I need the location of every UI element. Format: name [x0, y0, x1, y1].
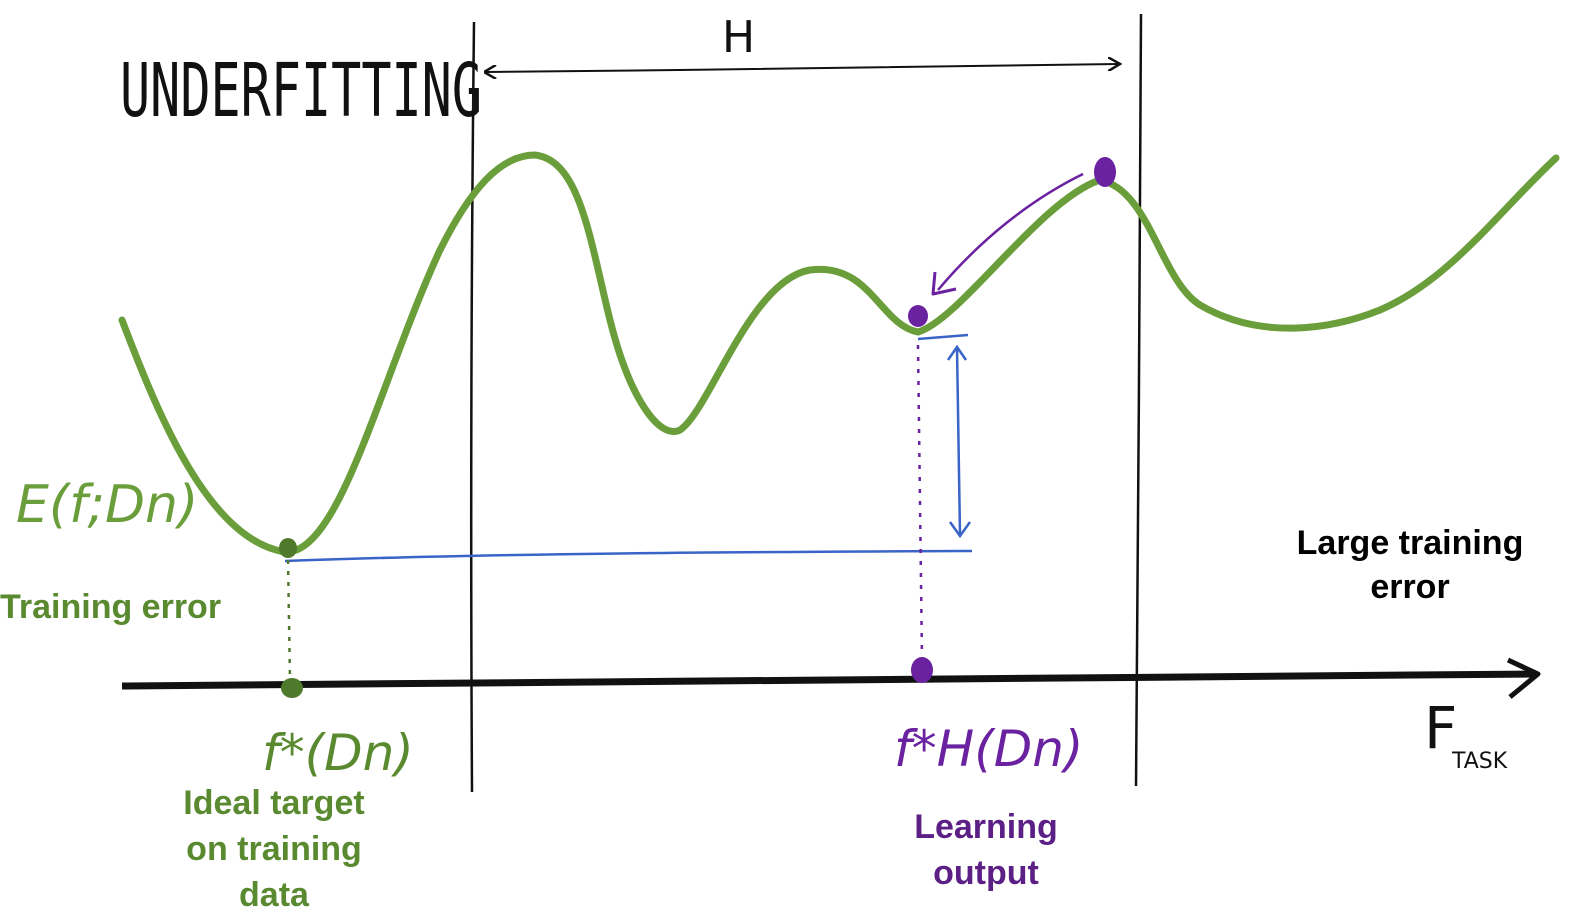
x-axis [121, 670, 1536, 690]
large-training-error-label-line1: Large training [1297, 524, 1524, 562]
error-gap-arrow [955, 347, 962, 536]
ideal-target-label-line2: on training [186, 830, 362, 868]
learning-output-drop-line [916, 344, 924, 661]
training-error-curve [118, 151, 1560, 556]
descent-arrow [937, 172, 1084, 291]
ideal-target-curve-point [279, 538, 297, 558]
error-gap-arrow-top [946, 344, 968, 361]
hypothesis-space-label: H [722, 12, 755, 63]
x-axis-arrowhead [1506, 657, 1541, 699]
learning-output-symbol: f*H(Dn) [894, 720, 1083, 778]
error-gap-arrow-bottom [948, 521, 972, 539]
page-title: UNDERFITTING [120, 48, 482, 134]
x-axis-label: F [1424, 694, 1457, 762]
start-point [1094, 157, 1116, 187]
x-axis-subscript: TASK [1451, 749, 1508, 774]
learning-output-axis-point [911, 657, 933, 683]
learning-output-label-line1: Learning [914, 808, 1058, 846]
learning-output-curve-point [908, 305, 928, 327]
learning-output-label-line2: output [933, 854, 1039, 892]
hypothesis-boundary-right [1134, 13, 1143, 787]
ideal-target-drop-line [286, 559, 292, 681]
ideal-target-symbol: f*(Dn) [262, 724, 414, 782]
large-training-error-label-line2: error [1370, 568, 1449, 606]
ideal-target-axis-point [281, 678, 303, 698]
learning-error-level-line [917, 333, 969, 341]
descent-arrow-head [931, 271, 957, 296]
min-error-level-line [284, 549, 973, 563]
ideal-target-label-line3: data [239, 876, 310, 914]
training-error-label: Training error [0, 588, 221, 626]
y-axis-label: E(f;Dn) [16, 475, 198, 535]
ideal-target-label-line1: Ideal target [183, 784, 364, 822]
hypothesis-span-arrow [486, 64, 1118, 72]
hypothesis-boundary-left [469, 21, 476, 793]
